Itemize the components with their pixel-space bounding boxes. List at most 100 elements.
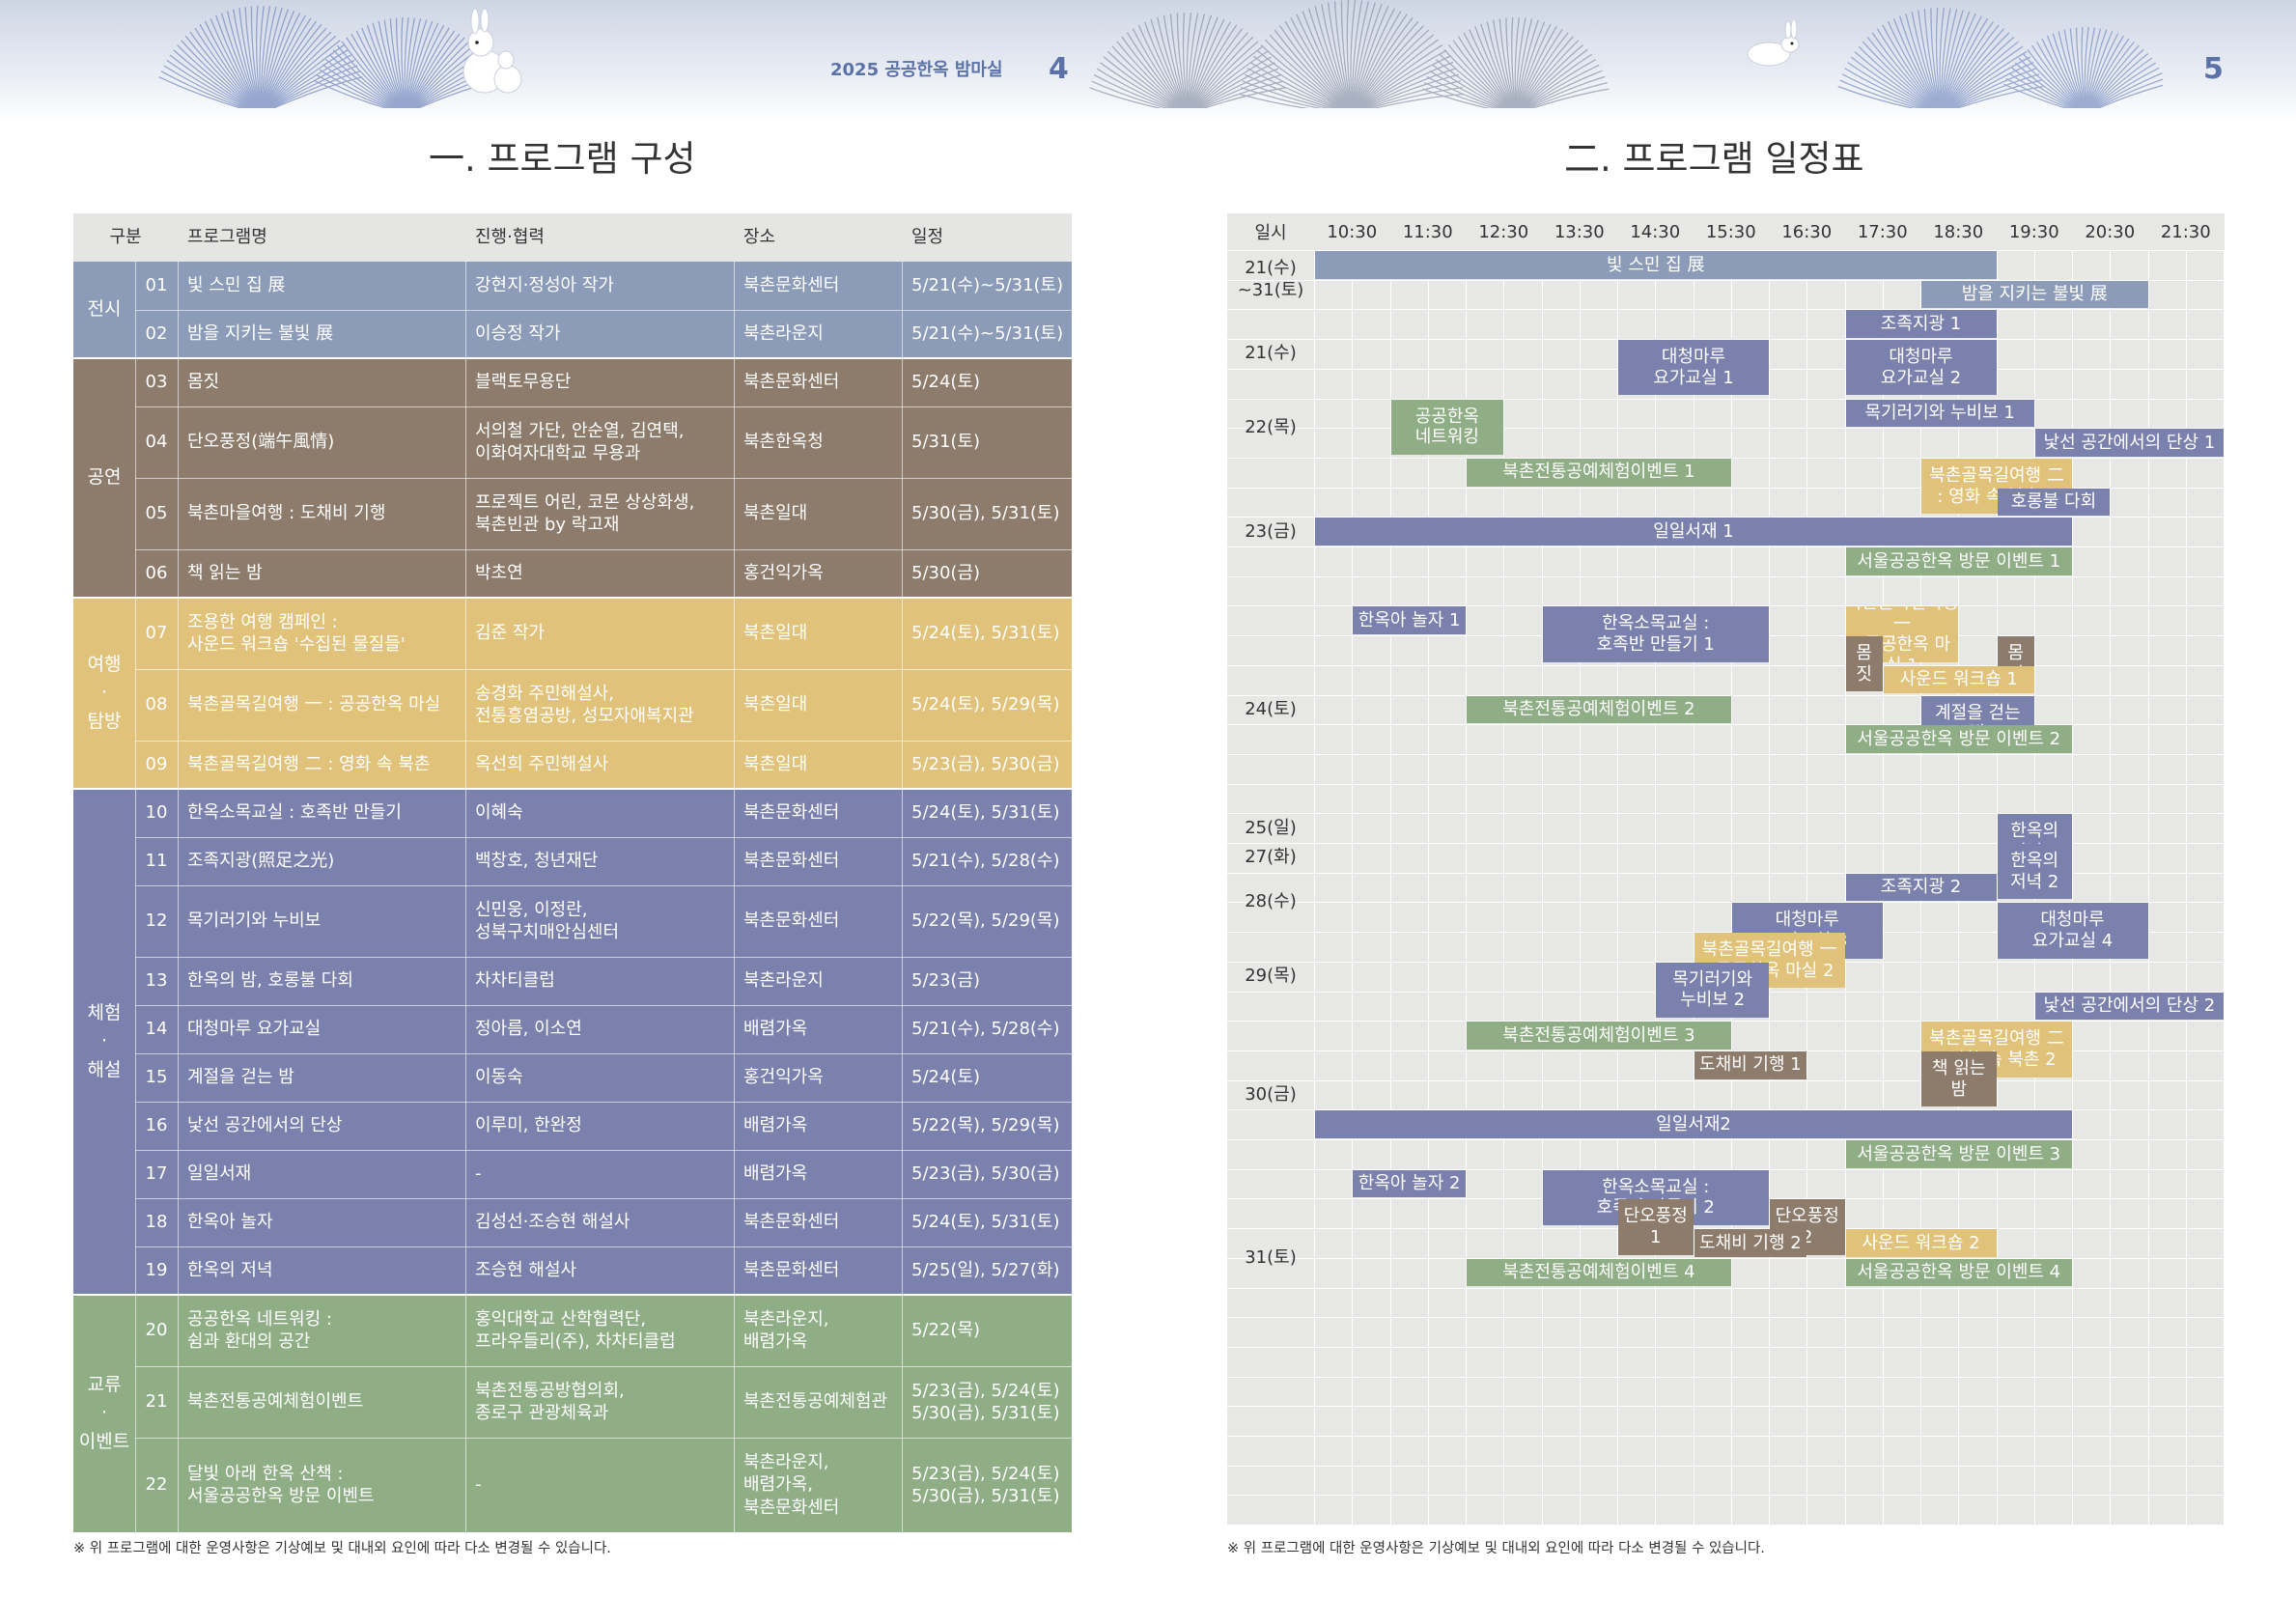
row-place: 북촌일대: [743, 503, 808, 524]
schedule-event: 한옥소목교실 : 호족반 만들기 1: [1542, 606, 1769, 662]
row-num: 21: [145, 1391, 168, 1413]
row-partner: 박초연: [475, 563, 523, 584]
schedule-event: 조족지광 1: [1845, 310, 1997, 339]
schedule-event: 서울공공한옥 방문 이벤트 3: [1845, 1140, 2072, 1168]
column-divider: [465, 1150, 466, 1198]
grid-line-vertical: [1541, 250, 1543, 1525]
row-date: 5/21(수)~5/31(토): [911, 275, 1064, 296]
grid-line-vertical: [1352, 250, 1354, 1525]
column-divider: [734, 478, 735, 549]
row-name: 대청마루 요가교실: [187, 1019, 322, 1040]
grid-line-horizontal: [1227, 783, 2225, 785]
column-divider: [902, 957, 903, 1005]
column-divider: [902, 310, 903, 358]
column-divider: [135, 262, 136, 310]
row-name: 빛 스민 집 展: [187, 275, 286, 296]
grid-line-vertical: [1314, 250, 1315, 1525]
column-divider: [135, 1150, 136, 1198]
category-label: 여행 · 탐방: [73, 598, 135, 789]
column-divider: [465, 1366, 466, 1438]
column-divider: [178, 1005, 179, 1053]
column-divider: [465, 310, 466, 358]
column-divider: [178, 789, 179, 837]
day-label: 25(일): [1245, 817, 1297, 838]
category-label: 교류 · 이벤트: [73, 1295, 135, 1532]
table-row: 22 달빛 아래 한옥 산책 : 서울공공한옥 방문 이벤트 - 북촌라운지, 배렴가…: [73, 1438, 1072, 1532]
grid-line-vertical: [1617, 250, 1618, 1525]
row-name: 북촌골목길여행 一 : 공공한옥 마실: [187, 694, 441, 715]
table-row: 08 북촌골목길여행 一 : 공공한옥 마실 송경화 주민해설사, 전통흥염공방, …: [73, 669, 1072, 741]
grid-line-vertical: [1503, 250, 1505, 1525]
table-row: 20 공공한옥 네트워킹 : 쉼과 환대의 공간 홍익대학교 산학협력단, 프라우들…: [73, 1295, 1072, 1366]
column-divider: [734, 1198, 735, 1246]
schedule-event: 몸 짓: [1845, 636, 1883, 692]
column-divider: [135, 1005, 136, 1053]
column-divider: [902, 1366, 903, 1438]
column-divider: [135, 1295, 136, 1366]
grid-line-horizontal: [1227, 1346, 2225, 1348]
table-row: 18 한옥아 놀자 김성선·조승현 해설사 북촌문화센터 5/24(토), 5/31(토…: [73, 1198, 1072, 1246]
row-num: 10: [145, 802, 168, 824]
row-partner: 조승현 해설사: [475, 1260, 577, 1281]
column-divider: [465, 1438, 466, 1532]
column-divider: [465, 262, 466, 310]
program-table: 구분 프로그램명 진행·협력 장소 일정 01 빛 스민 집 展 강현지·정성아 작가 북촌문화…: [73, 213, 1072, 1532]
column-divider: [734, 1005, 735, 1053]
column-divider: [902, 549, 903, 598]
column-divider: [135, 478, 136, 549]
grid-line-horizontal: [1227, 339, 2225, 341]
grid-line-horizontal: [1227, 902, 2225, 904]
day-label: 21(수): [1245, 343, 1297, 364]
grid-line-horizontal: [1227, 813, 2225, 815]
column-divider: [135, 957, 136, 1005]
column-divider: [135, 669, 136, 741]
row-date: 5/24(토), 5/31(토): [911, 802, 1060, 824]
column-divider: [135, 549, 136, 598]
column-divider: [178, 1246, 179, 1295]
column-divider: [465, 598, 466, 669]
grid-line-horizontal: [1227, 398, 2225, 400]
row-partner: 김준 작가: [475, 623, 545, 644]
column-divider: [135, 741, 136, 789]
column-divider: [465, 358, 466, 406]
column-divider: [135, 358, 136, 406]
row-partner: 송경화 주민해설사, 전통흥염공방, 성모자애복지관: [475, 683, 694, 726]
row-partner: 이루미, 한완정: [475, 1115, 582, 1136]
column-divider: [135, 1438, 136, 1532]
column-divider: [135, 885, 136, 957]
grid-line-horizontal: [1227, 1168, 2225, 1170]
time-column-header: 11:30: [1402, 221, 1453, 242]
row-place: 북촌라운지: [743, 323, 824, 345]
grid-line-vertical: [1730, 250, 1732, 1525]
row-date: 5/22(목), 5/29(목): [911, 910, 1060, 932]
grid-line-horizontal: [1227, 1021, 2225, 1022]
row-name: 북촌마을여행 : 도채비 기행: [187, 503, 386, 524]
footnote-left: ※ 위 프로그램에 대한 운영사항은 기상예보 및 대내외 요인에 따라 다소 …: [73, 1541, 611, 1556]
row-place: 북촌일대: [743, 623, 808, 644]
schedule-event: 북촌전통공예체험이벤트 1: [1467, 458, 1731, 487]
row-date: 5/24(토), 5/31(토): [911, 1212, 1060, 1233]
page-number-right: 5: [2203, 52, 2224, 86]
column-divider: [465, 1246, 466, 1295]
schedule-header-row: 일시 10:30 11:30 12:30 13:30 14:30 15:30 16:30 17…: [1227, 213, 2225, 250]
row-divider: [135, 1366, 1072, 1367]
table-row: 19 한옥의 저녁 조승현 해설사 북촌문화센터 5/25(일), 5/27(화): [73, 1246, 1072, 1295]
row-name: 한옥소목교실 : 호족반 만들기: [187, 802, 402, 824]
table-row: 03 몸짓 블랙토무용단 북촌문화센터 5/24(토): [73, 358, 1072, 406]
row-divider: [135, 1005, 1072, 1006]
grid-line-vertical: [1579, 250, 1581, 1525]
row-date: 5/23(금), 5/30(금): [911, 1163, 1060, 1185]
category-divider: [73, 597, 1072, 599]
column-divider: [734, 1366, 735, 1438]
row-name: 목기러기와 누비보: [187, 910, 322, 932]
column-divider: [902, 262, 903, 310]
column-divider: [734, 310, 735, 358]
footnote-right: ※ 위 프로그램에 대한 운영사항은 기상예보 및 대내외 요인에 따라 다소 …: [1227, 1541, 1765, 1556]
column-divider: [734, 669, 735, 741]
grid-line-vertical: [1806, 250, 1808, 1525]
row-divider: [135, 1246, 1072, 1247]
row-num: 09: [145, 754, 168, 775]
section-title-program-composition: 一. 프로그램 구성: [429, 138, 696, 180]
grid-line-horizontal: [1227, 1436, 2225, 1437]
schedule-event: 한옥의 저녁 2: [1997, 844, 2072, 900]
